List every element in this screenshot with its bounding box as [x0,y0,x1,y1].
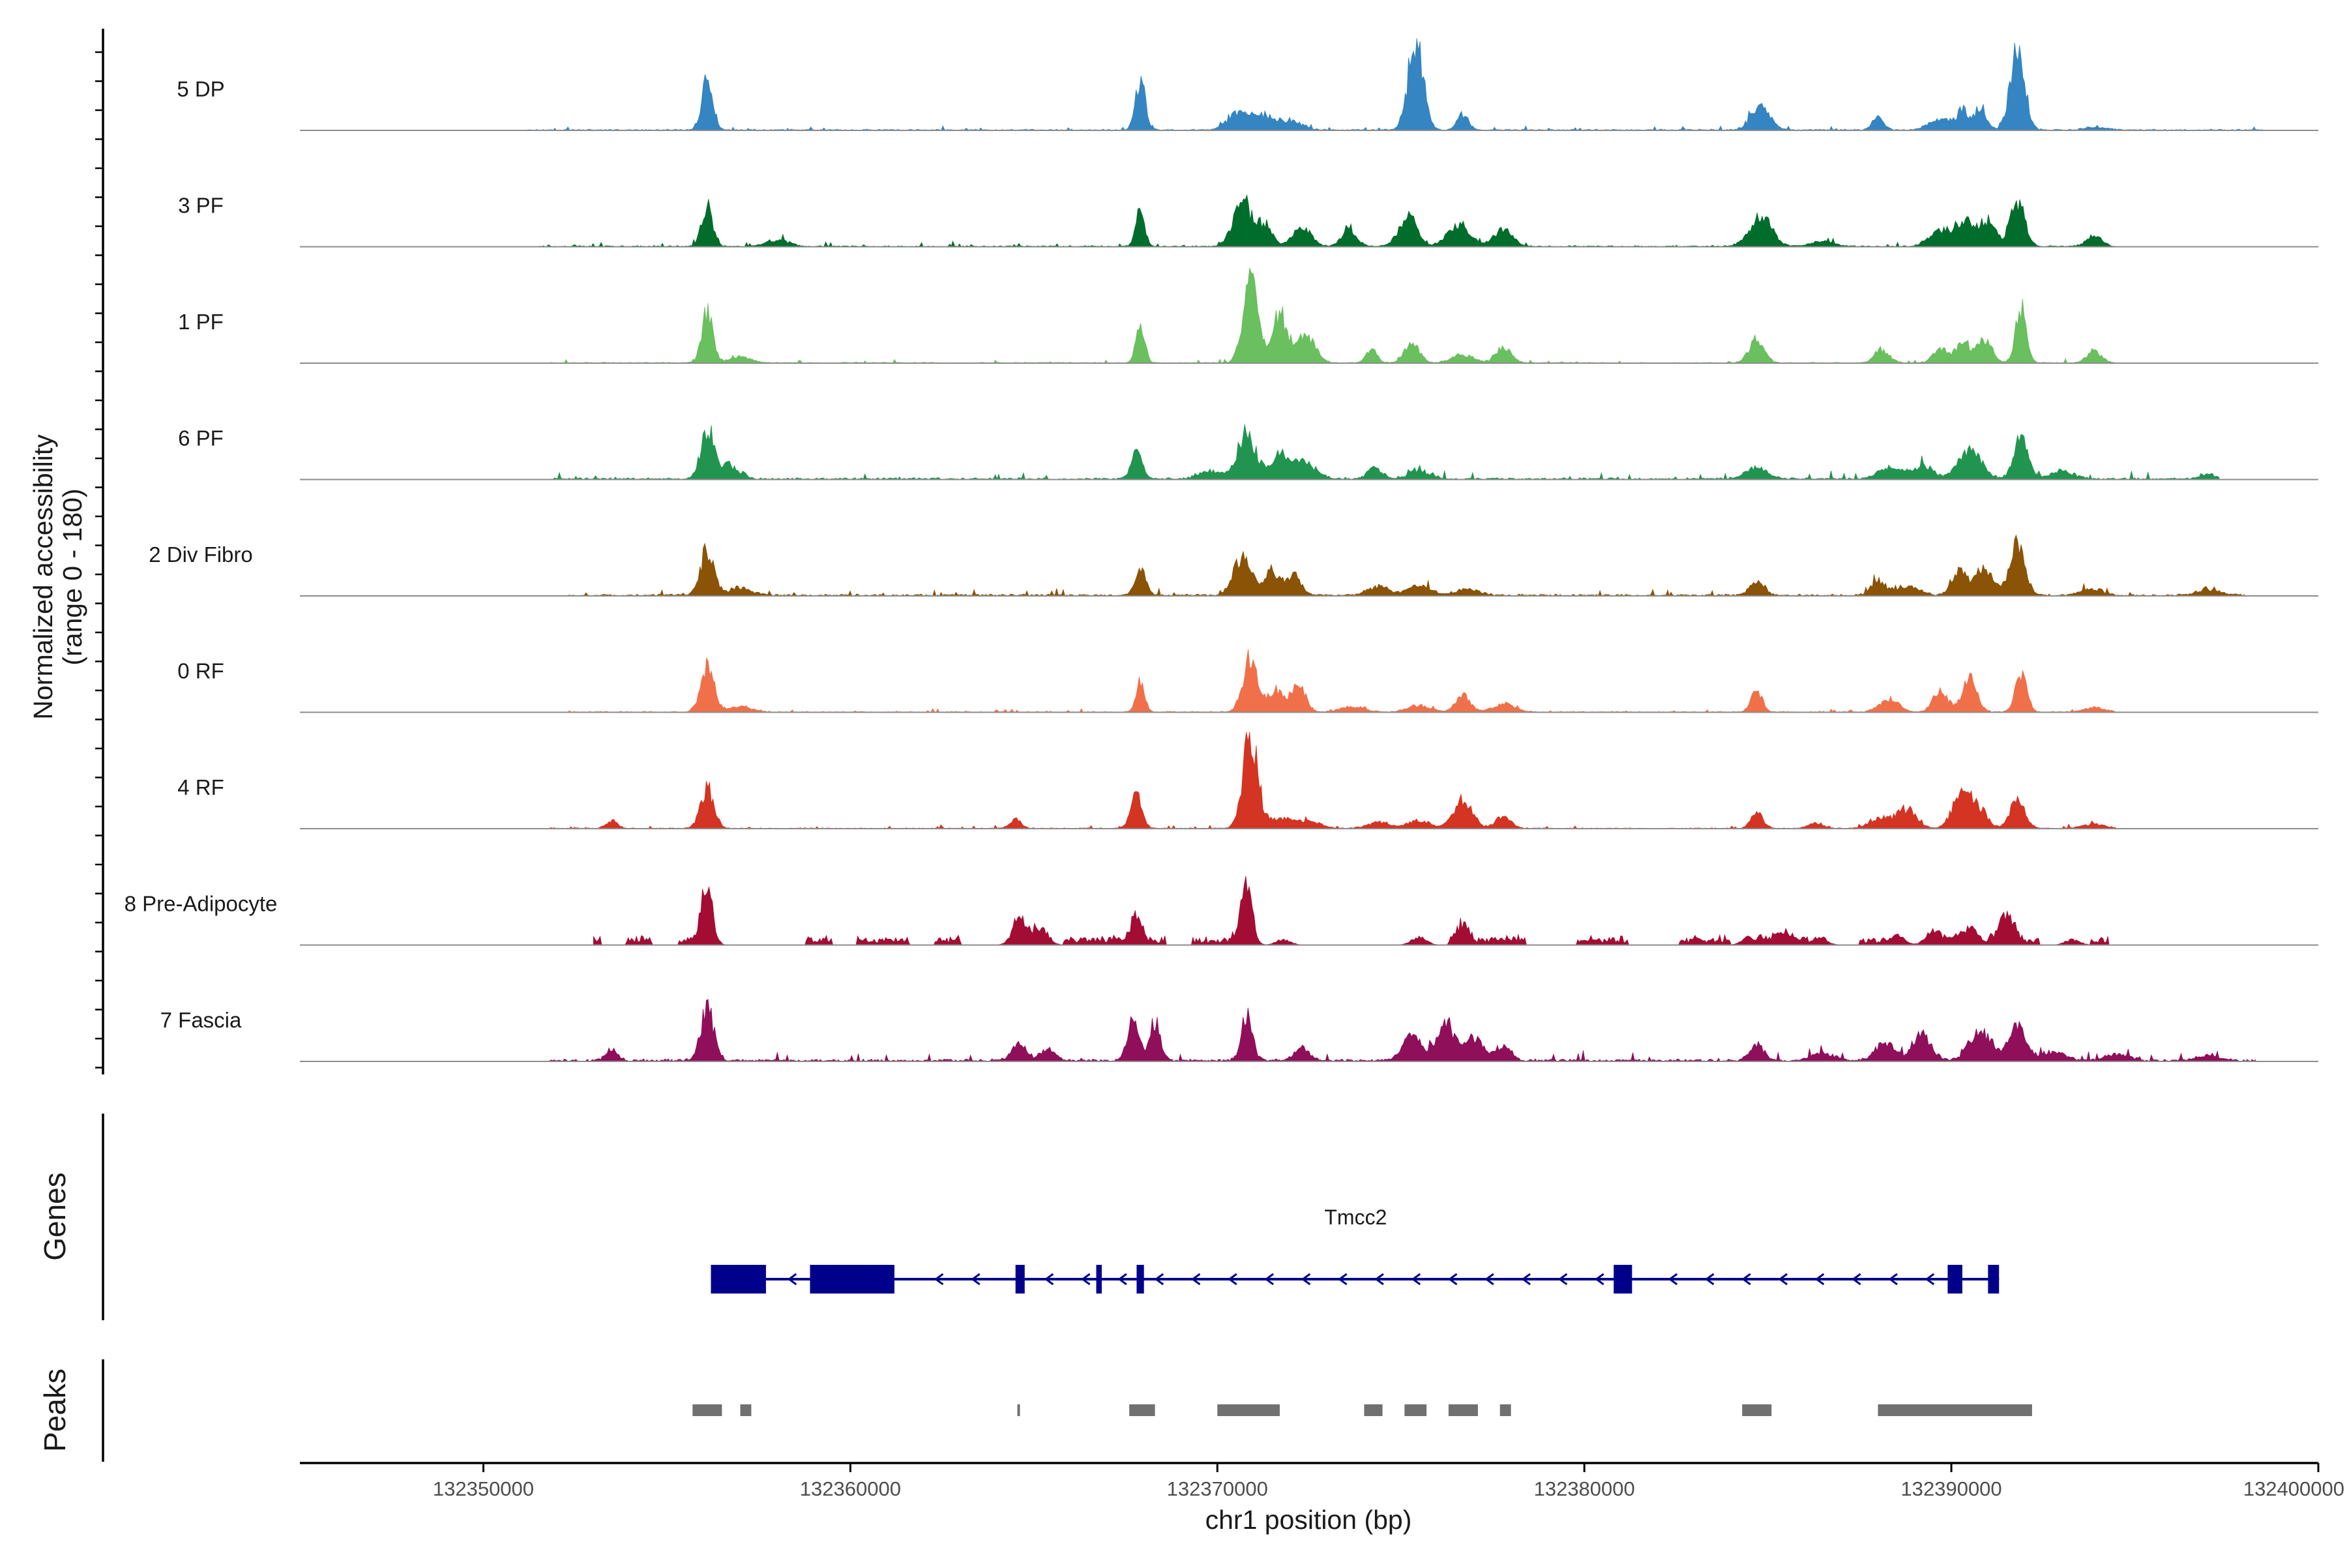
strand-chevron [1888,1273,1898,1286]
track-2-div-fibro: 2 Div Fibro [149,534,2318,597]
strand-chevron [1190,1273,1201,1286]
x-axis: 132350000 132360000 132370000 132380000 1323… [300,1462,2344,1500]
coverage-area [538,194,2117,248]
gene-exon [1988,1265,2000,1294]
strand-chevron [971,1273,981,1286]
x-tick-label: 132370000 [1167,1477,1268,1500]
strand-chevron [1301,1273,1311,1286]
track-label: 2 Div Fibro [149,542,253,567]
track-3-pf: 3 PF [178,194,2318,248]
peaks-panel-title: Peaks [38,1368,72,1452]
track-8-pre-adipocyte: 8 Pre-Adipocyte [125,876,2318,946]
strand-chevron [1595,1273,1604,1286]
track-label: 0 RF [177,659,224,683]
coverage-area [520,38,2264,131]
strand-chevron [1117,1273,1127,1286]
track-label: 3 PF [178,194,224,218]
gene-exon [1136,1265,1144,1294]
coverage-tracks: 5 DP 3 PF 1 PF 6 PF 2 Div Fibro 0 RF 4 RF 8 Pre… [125,38,2318,1062]
coverage-y-range: (range 0 - 180) [57,488,87,665]
peak-region [1129,1404,1155,1416]
gene-name: Tmcc2 [1324,1206,1387,1229]
track-4-rf: 4 RF [177,732,2318,829]
coverage-y-axis [95,29,104,1074]
strand-chevron [934,1273,944,1286]
gene-exon [810,1265,894,1294]
x-tick-label: 132360000 [800,1477,901,1500]
strand-chevron [1044,1273,1054,1286]
peak-region [740,1404,752,1416]
peak-region [1448,1404,1478,1416]
strand-chevron [787,1273,797,1286]
strand-chevron [1411,1273,1421,1286]
strand-chevron [1521,1273,1531,1286]
track-5-dp: 5 DP [177,38,2318,131]
coverage-area [549,424,2220,481]
gene-exon [1947,1265,1962,1294]
strand-chevron [1154,1273,1164,1286]
track-label: 6 PF [178,426,224,451]
strand-chevron [1338,1273,1348,1286]
strand-chevron [1484,1273,1494,1286]
track-label: 8 Pre-Adipocyte [125,892,278,916]
gene-track: Tmcc2 [711,1206,2000,1294]
gene-exon [1614,1265,1632,1294]
coverage-y-title: Normalized accessibility [28,434,58,720]
strand-chevron [1264,1273,1274,1286]
gene-exon [1015,1265,1025,1294]
strand-chevron [1668,1273,1678,1286]
strand-chevron [1705,1273,1715,1286]
genes-panel-title: Genes [38,1172,72,1261]
strand-chevron [1447,1273,1458,1286]
strand-chevron [1081,1273,1091,1286]
peak-region [1364,1404,1383,1416]
track-label: 1 PF [178,310,224,334]
strand-chevron [1374,1273,1384,1286]
peak-region [1878,1404,2032,1416]
strand-chevron [1741,1273,1751,1286]
x-tick-label: 132390000 [1901,1477,2002,1500]
peak-region [1017,1404,1020,1416]
strand-chevron [1228,1273,1237,1286]
x-tick-label: 132350000 [433,1477,534,1500]
track-label: 4 RF [177,775,224,799]
track-0-rf: 0 RF [177,649,2318,713]
strand-chevron [1814,1273,1825,1286]
strand-chevron [1557,1273,1568,1286]
x-axis-title: chr1 position (bp) [1205,1505,1412,1535]
gene-exon [1096,1265,1102,1294]
coverage-area [549,999,2256,1062]
peak-region [1742,1404,1772,1416]
x-tick-label: 132400000 [2243,1477,2344,1500]
coverage-area [567,534,2246,597]
peak-region [1499,1404,1511,1416]
strand-chevron [1852,1273,1861,1286]
peak-region [1217,1404,1280,1416]
track-label: 7 Fascia [160,1008,242,1032]
strand-chevron [1925,1273,1935,1286]
track-label: 5 DP [177,77,224,101]
track-1-pf: 1 PF [178,267,2318,364]
peak-track [692,1404,2032,1416]
gene-exon [711,1265,766,1294]
peak-region [692,1404,722,1416]
x-tick-label: 132380000 [1534,1477,1635,1500]
track-7-fascia: 7 Fascia [160,999,2318,1062]
track-6-pf: 6 PF [178,424,2318,481]
peak-region [1404,1404,1427,1416]
strand-chevron [1778,1273,1788,1286]
